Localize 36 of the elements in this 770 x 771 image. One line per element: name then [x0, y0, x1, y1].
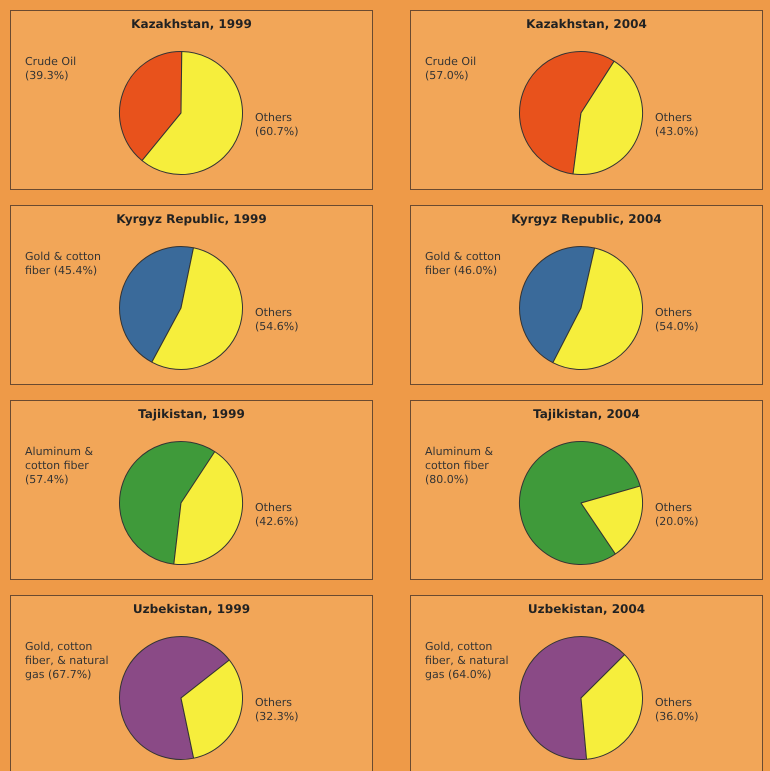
slice-label: Gold & cotton fiber (46.0%) [425, 250, 502, 278]
slice-label: Others [655, 111, 692, 124]
slice-label: Others [655, 501, 692, 514]
slice-label: Gold, cotton fiber, & natural gas (67.7%) [25, 640, 110, 682]
data-label: (36.0%) [655, 710, 699, 723]
data-label: (60.7%) [255, 125, 299, 138]
chart-title: Kazakhstan, 2004 [525, 17, 648, 31]
slice-label: Gold & cotton fiber (45.4%) [25, 250, 102, 278]
data-label: (57.4%) [25, 473, 69, 486]
slice-label: Others [655, 696, 692, 709]
slice-label: Gold, cotton fiber, & natural gas (64.0%) [425, 640, 510, 682]
data-label: (42.6%) [255, 515, 299, 528]
slice-label: Others [255, 501, 292, 514]
slice-label: Crude Oil [25, 55, 76, 68]
slice-label: Crude Oil [425, 55, 476, 68]
data-label: (32.3%) [255, 710, 299, 723]
chart-title: Kyrgyz Republic, 1999 [115, 212, 268, 226]
chart-title: Tajikistan, 1999 [137, 407, 246, 421]
data-label: (43.0%) [655, 125, 699, 138]
slice-label: Aluminum & cotton fiber [25, 445, 94, 472]
slice-label: Others [255, 306, 292, 319]
slice-label: Others [655, 306, 692, 319]
data-label: (80.0%) [425, 473, 469, 486]
data-label: (39.3%) [25, 69, 69, 82]
chart-title: Kyrgyz Republic, 2004 [510, 212, 663, 226]
data-label: (54.6%) [255, 320, 299, 333]
slice-label: Aluminum & cotton fiber [425, 445, 494, 472]
chart-title: Uzbekistan, 2004 [526, 602, 646, 616]
chart-title: Tajikistan, 2004 [532, 407, 641, 421]
slice-label: Others [255, 111, 292, 124]
chart-title: Kazakhstan, 1999 [130, 17, 253, 31]
data-label: (20.0%) [655, 515, 699, 528]
chart-title: Uzbekistan, 1999 [132, 602, 252, 616]
data-label: (54.0%) [655, 320, 699, 333]
data-label: (57.0%) [425, 69, 469, 82]
slice-label: Others [255, 696, 292, 709]
